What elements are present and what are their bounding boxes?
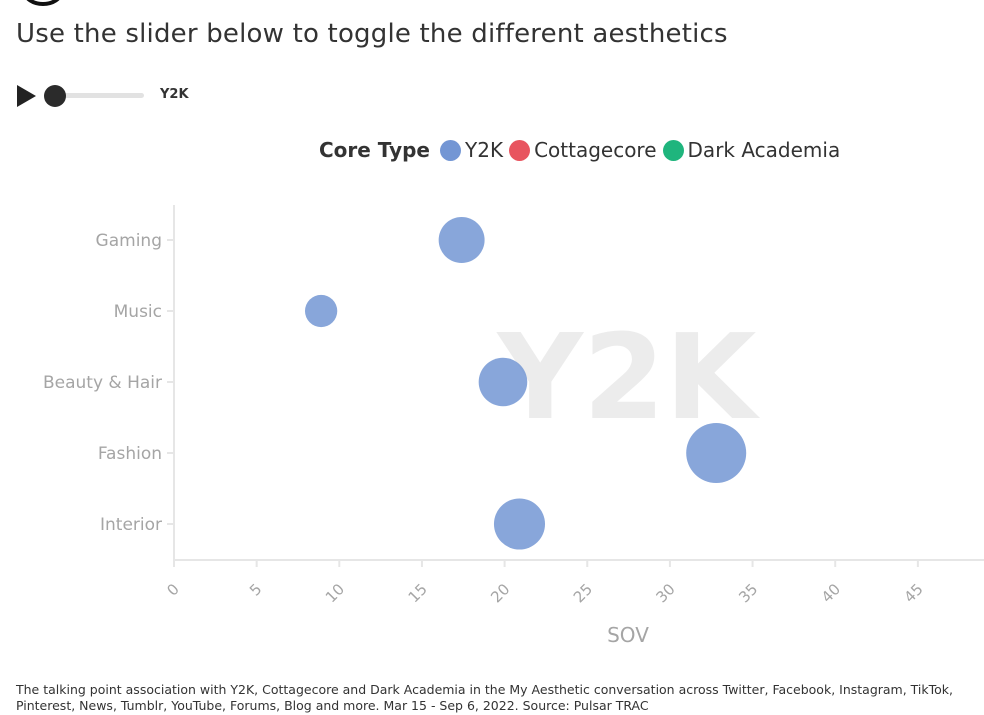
bubble-music (304, 294, 338, 328)
brand-logo-icon (26, 0, 60, 6)
y-tick-label: Gaming (96, 231, 162, 251)
x-tick-label: 35 (735, 580, 761, 606)
legend-label-y2k: Y2K (465, 138, 504, 162)
chart-legend: Core Type Y2K Cottagecore Dark Academia (319, 137, 846, 163)
x-tick-label: 15 (405, 580, 431, 606)
legend-item-y2k[interactable]: Y2K (440, 138, 503, 162)
x-tick-label: 10 (322, 580, 348, 606)
bubble-gaming (438, 217, 485, 263)
x-tick-label: 40 (818, 580, 844, 606)
y-tick-label: Fashion (98, 444, 162, 464)
x-tick-label: 45 (900, 580, 926, 606)
legend-swatch-cottagecore (509, 139, 531, 161)
y-tick-label: Beauty & Hair (43, 373, 162, 393)
bubble-beauty-hair (478, 357, 528, 407)
aesthetic-slider-track[interactable] (50, 93, 144, 98)
bubble-interior (493, 498, 546, 550)
legend-swatch-dark-academia (662, 139, 684, 161)
bubble-chart: Y2K Gaming Music Beauty & Hair Fashion Interi… (43, 205, 984, 647)
chart-watermark: Y2K (496, 308, 762, 446)
legend-label-dark-academia: Dark Academia (687, 138, 841, 162)
x-tick-label: 25 (570, 580, 596, 606)
legend-label-cottagecore: Cottagecore (534, 138, 657, 162)
slider-current-label: Y2K (160, 87, 189, 102)
x-tick-label: 20 (487, 580, 513, 606)
legend-item-dark-academia[interactable]: Dark Academia (662, 138, 841, 162)
y-tick-label: Interior (100, 515, 162, 535)
x-tick-label: 5 (246, 580, 265, 599)
x-axis-title: SOV (607, 623, 649, 647)
legend-swatch-y2k (440, 139, 461, 161)
y-tick-label: Music (114, 302, 162, 322)
x-tick-label: 30 (653, 580, 679, 606)
bubble-fashion (686, 423, 747, 483)
aesthetic-slider-handle[interactable] (44, 85, 66, 107)
source-footnote: The talking point association with Y2K, … (16, 682, 954, 713)
play-button[interactable] (17, 85, 36, 107)
legend-title: Core Type (319, 138, 430, 162)
legend-item-cottagecore[interactable]: Cottagecore (509, 138, 657, 162)
page-title: Use the slider below to toggle the diffe… (16, 19, 728, 49)
x-tick-label: 0 (163, 580, 182, 599)
